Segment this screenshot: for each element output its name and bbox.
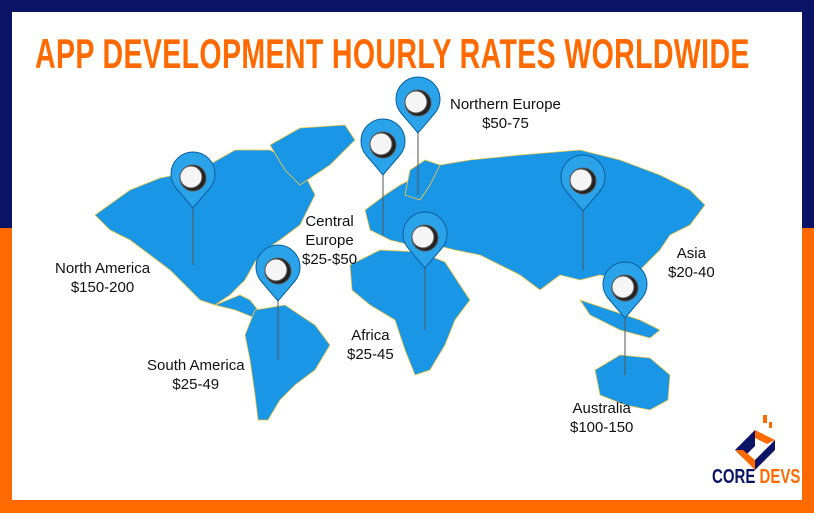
region-rate: $50-75 [482,115,529,132]
region-name: Asia [676,245,706,262]
label-asia: Asia $20-40 [668,244,715,282]
pins [170,76,648,375]
region-name: North America [55,260,151,277]
australia [594,354,671,411]
region-rate: $100-150 [570,419,634,436]
logo-word-devs: DEVS [759,466,801,488]
region-name: Central [305,213,354,230]
pin-central-europe [360,118,406,235]
region-rate: $25-49 [172,376,220,393]
pin-northern-europe [395,76,441,195]
greenland [269,124,356,186]
label-northern-europe: Northern Europe $50-75 [450,95,561,133]
region-name: Africa [351,327,390,344]
label-australia: Australia $100-150 [570,399,633,437]
scandinavia [404,159,441,201]
region-rate: $25-$50 [302,251,358,268]
region-rate: $25-45 [347,346,394,363]
region-rate: $20-40 [668,264,715,281]
logo-word-core: CORE [712,466,756,488]
label-north-america: North America $150-200 [55,259,150,297]
region-name: South America [147,357,245,374]
south-america [244,304,331,421]
region-name: Australia [572,400,631,417]
page-title: APP DEVELOPMENT HOURLY RATES WORLDWIDE [35,30,750,77]
pin-africa [402,211,448,330]
pin-south-america [255,244,301,360]
core-devs-logo-icon [735,415,775,470]
region-name: Northern Europe [450,96,561,113]
logo-text: CORE DEVS [712,466,800,489]
pin-asia [560,154,606,270]
pin-australia [602,261,648,375]
region-rate: $150-200 [70,279,135,296]
pin-north-america [170,151,216,265]
label-central-europe: Central Europe $25-$50 [302,212,357,269]
southeast-asia [579,299,661,339]
region-name: Europe [305,232,354,249]
label-south-america: South America $25-49 [147,356,245,394]
label-africa: Africa $25-45 [347,326,394,364]
